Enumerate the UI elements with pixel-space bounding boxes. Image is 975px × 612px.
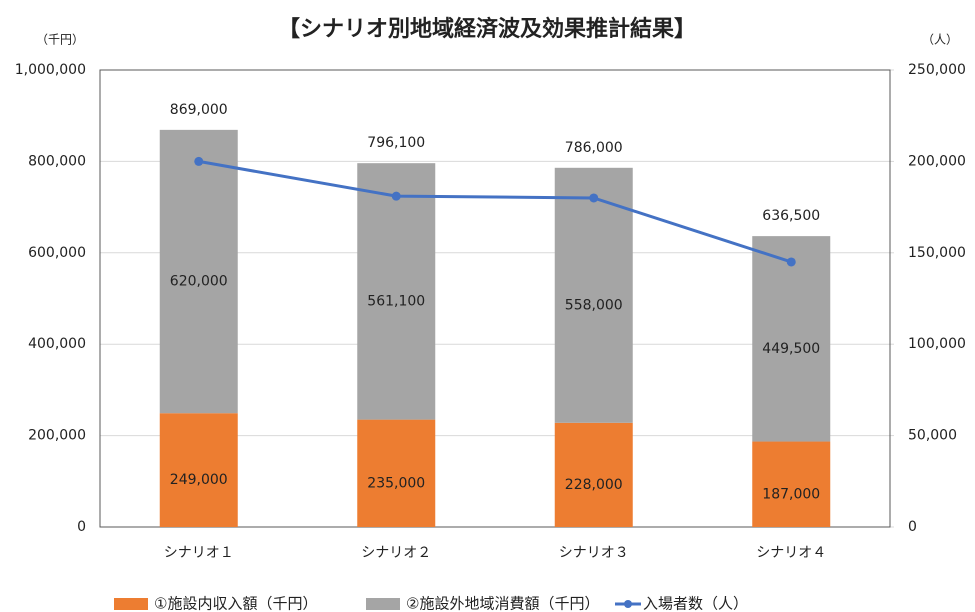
legend-swatch [624, 600, 632, 608]
y-axis-label: （千円） [36, 33, 84, 47]
legend-swatch [114, 598, 148, 610]
value-label: 558,000 [565, 297, 623, 313]
total-label: 796,100 [367, 135, 425, 151]
line-marker [194, 156, 204, 166]
line-marker [589, 193, 599, 203]
y-tick-label: 200,000 [28, 428, 86, 444]
y2-tick-label: 50,000 [908, 428, 957, 444]
y-tick-label: 0 [77, 519, 86, 535]
y2-axis-label: （人） [922, 33, 958, 47]
y-tick-label: 600,000 [28, 245, 86, 261]
plot-border [99, 69, 891, 528]
x-tick-label: シナリオ４ [756, 545, 826, 561]
bar-segment [752, 441, 831, 527]
bar-segment [554, 167, 633, 423]
y2-tick-label: 100,000 [908, 336, 966, 352]
value-label: 449,500 [762, 341, 820, 357]
legend-label: ②施設外地域消費額（千円） [406, 595, 599, 612]
value-label: 187,000 [762, 486, 820, 502]
y-tick-label: 400,000 [28, 336, 86, 352]
y-tick-label: 1,000,000 [15, 62, 86, 78]
value-label: 228,000 [565, 477, 623, 493]
y2-tick-label: 200,000 [908, 153, 966, 169]
y2-tick-label: 250,000 [908, 62, 966, 78]
line-marker [786, 257, 796, 267]
bar-segment [159, 413, 238, 527]
chart-title: 【シナリオ別地域経済波及効果推計結果】 [278, 16, 696, 42]
y-tick-label: 800,000 [28, 153, 86, 169]
legend-label: 入場者数（人） [643, 595, 748, 612]
value-label: 235,000 [367, 475, 425, 491]
total-label: 786,000 [565, 140, 623, 156]
value-label: 561,100 [367, 293, 425, 309]
x-tick-label: シナリオ１ [164, 545, 234, 561]
x-tick-label: シナリオ２ [361, 545, 431, 561]
bar-segment [159, 129, 238, 414]
total-label: 636,500 [762, 208, 820, 224]
legend-swatch [366, 598, 400, 610]
y2-tick-label: 150,000 [908, 245, 966, 261]
bar-segment [357, 419, 436, 527]
bar-segment [752, 236, 831, 442]
legend-label: ①施設内収入額（千円） [154, 595, 317, 612]
value-label: 620,000 [170, 274, 228, 290]
bar-segment [554, 422, 633, 527]
total-label: 869,000 [170, 102, 228, 118]
value-label: 249,000 [170, 472, 228, 488]
bar-segment [357, 163, 436, 420]
x-tick-label: シナリオ３ [559, 545, 629, 561]
line [198, 159, 792, 264]
line-marker [391, 191, 401, 201]
y2-tick-label: 0 [908, 519, 917, 535]
